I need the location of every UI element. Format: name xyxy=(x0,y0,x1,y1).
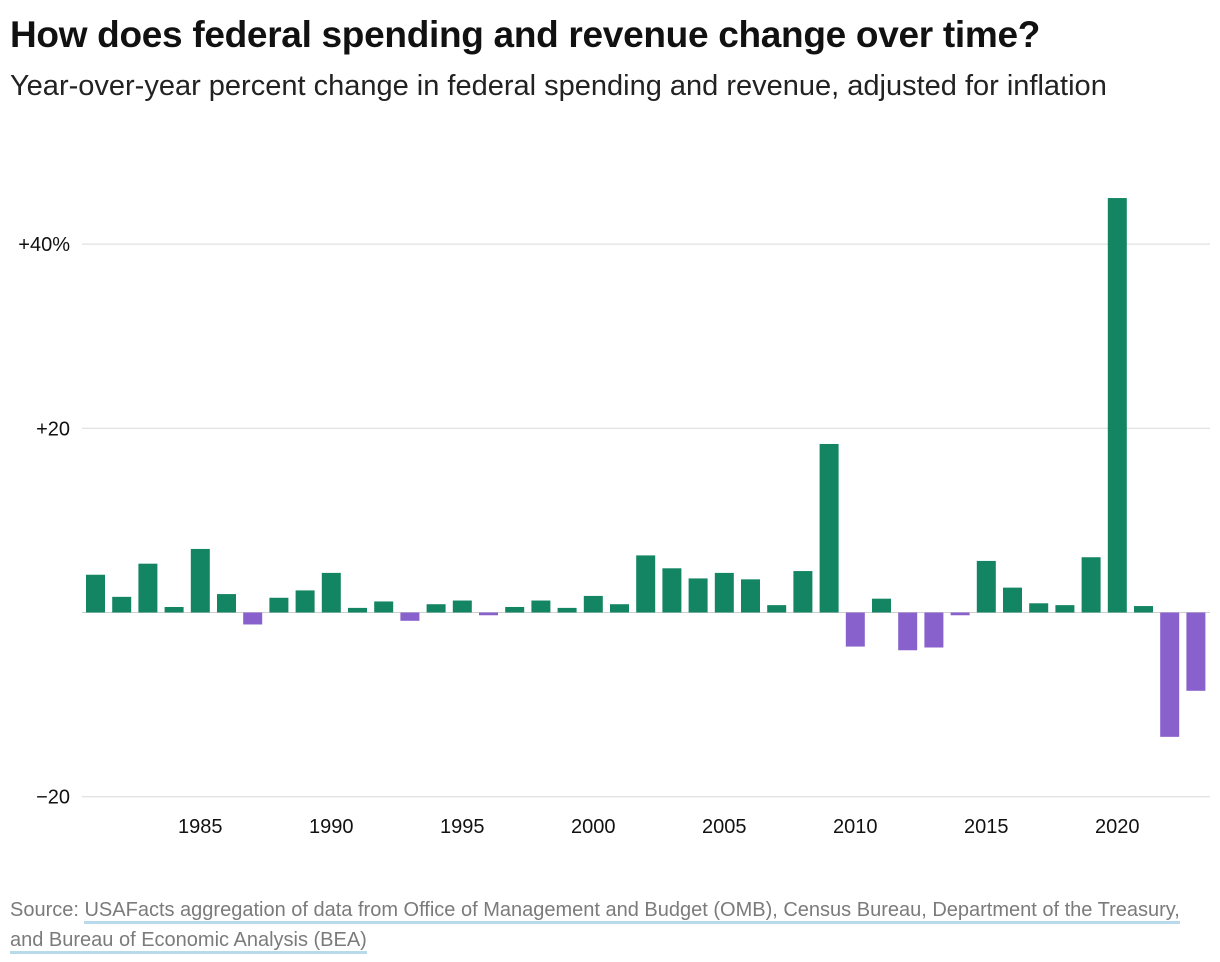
gridlines: +40% +20 −20 xyxy=(18,234,1210,809)
y-tick-label: −20 xyxy=(36,787,70,809)
bar-2014[interactable] xyxy=(950,612,970,616)
bar-1985[interactable] xyxy=(190,548,210,613)
bar-2006[interactable] xyxy=(741,579,760,613)
bar-2003[interactable] xyxy=(662,568,682,613)
bar-1992[interactable] xyxy=(374,601,394,613)
bar-1988[interactable] xyxy=(269,597,289,613)
bar-2021[interactable] xyxy=(1134,606,1153,613)
bar-2016[interactable] xyxy=(1003,587,1022,613)
bars xyxy=(86,198,1206,737)
x-tick-label: 2015 xyxy=(964,816,1009,838)
source-note: Source: USAFacts aggregation of data fro… xyxy=(10,895,1205,955)
bar-2002[interactable] xyxy=(636,555,656,613)
x-axis: 1985 1990 1995 2000 2005 2010 2015 2020 xyxy=(178,816,1140,838)
y-tick-label: +20 xyxy=(36,418,70,440)
bar-2004[interactable] xyxy=(688,578,708,613)
bar-2012[interactable] xyxy=(898,612,918,651)
bar-1987[interactable] xyxy=(243,612,263,625)
bar-2020[interactable] xyxy=(1107,198,1127,613)
bar-1986[interactable] xyxy=(217,594,236,613)
x-tick-label: 1990 xyxy=(309,816,354,838)
bar-2013[interactable] xyxy=(924,612,944,648)
chart-title: How does federal spending and revenue ch… xyxy=(10,14,1041,55)
bar-2022[interactable] xyxy=(1160,612,1180,737)
source-link[interactable]: USAFacts aggregation of data from Office… xyxy=(10,899,1180,954)
bar-1984[interactable] xyxy=(164,606,184,613)
bar-1994[interactable] xyxy=(426,604,446,613)
bar-2011[interactable] xyxy=(872,598,891,613)
bar-2000[interactable] xyxy=(583,595,603,613)
bar-1993[interactable] xyxy=(400,612,420,621)
bar-2019[interactable] xyxy=(1081,557,1101,613)
source-prefix: Source: xyxy=(10,899,85,921)
chart-subtitle: Year-over-year percent change in federal… xyxy=(10,70,1107,102)
bar-chart: +40% +20 −20 1985 1990 1995 2000 2005 2010 2015 2… xyxy=(18,198,1210,838)
bar-1989[interactable] xyxy=(295,590,315,613)
bar-1983[interactable] xyxy=(138,563,158,613)
bar-1999[interactable] xyxy=(557,607,577,613)
bar-1982[interactable] xyxy=(112,596,132,613)
bar-1998[interactable] xyxy=(531,600,551,613)
bar-1990[interactable] xyxy=(321,572,341,613)
x-tick-label: 1985 xyxy=(178,816,223,838)
bar-2001[interactable] xyxy=(610,604,629,613)
bar-2023[interactable] xyxy=(1186,612,1206,691)
bar-2010[interactable] xyxy=(845,612,865,647)
bar-2005[interactable] xyxy=(714,572,734,613)
bar-2007[interactable] xyxy=(767,605,787,613)
bar-1996[interactable] xyxy=(479,612,498,616)
bar-2008[interactable] xyxy=(793,571,813,613)
x-tick-label: 2020 xyxy=(1095,816,1140,838)
x-tick-label: 2000 xyxy=(571,816,616,838)
bar-2015[interactable] xyxy=(976,560,996,613)
bar-1995[interactable] xyxy=(452,600,472,613)
x-tick-label: 1995 xyxy=(440,816,485,838)
bar-2009[interactable] xyxy=(819,443,839,613)
bar-1981[interactable] xyxy=(86,574,105,613)
bar-2017[interactable] xyxy=(1029,603,1049,613)
x-tick-label: 2005 xyxy=(702,816,747,838)
y-tick-label: +40% xyxy=(18,234,70,256)
bar-1991[interactable] xyxy=(348,607,367,613)
x-tick-label: 2010 xyxy=(833,816,878,838)
bar-1997[interactable] xyxy=(505,606,525,613)
bar-2018[interactable] xyxy=(1055,605,1075,613)
